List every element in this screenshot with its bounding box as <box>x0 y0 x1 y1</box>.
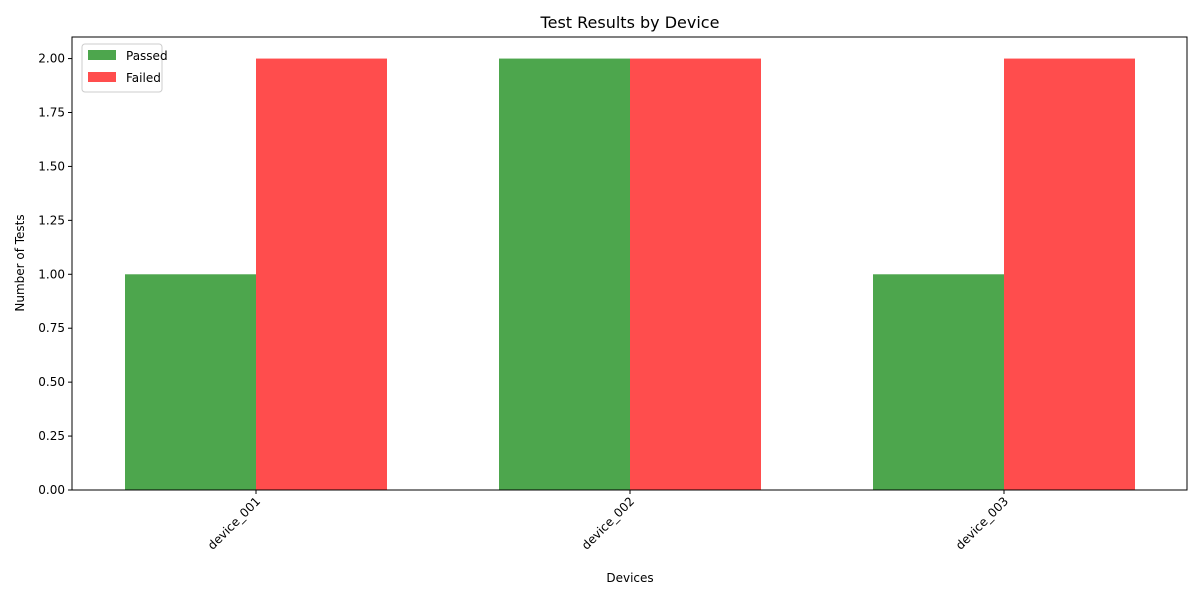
legend-swatch-passed <box>88 50 116 60</box>
x-tick-label: device_002 <box>579 494 637 552</box>
y-tick-label: 1.25 <box>38 213 65 227</box>
y-tick-label: 1.75 <box>38 106 65 120</box>
y-tick-label: 0.25 <box>38 429 65 443</box>
plot-frame <box>71 36 1188 491</box>
bar-failed-device_003 <box>1004 58 1135 490</box>
y-axis-label: Number of Tests <box>13 214 27 311</box>
x-tick-label: device_003 <box>953 494 1011 552</box>
bars-group <box>125 58 1135 490</box>
legend-swatch-failed <box>88 72 116 82</box>
y-tick-label: 0.75 <box>38 321 65 335</box>
bar-passed-device_001 <box>125 274 256 490</box>
y-tick-label: 1.50 <box>38 159 65 173</box>
chart-title: Test Results by Device <box>540 13 720 32</box>
x-tick-label: device_001 <box>205 494 263 552</box>
legend: Passed Failed <box>81 43 168 93</box>
y-tick-label: 1.00 <box>38 267 65 281</box>
y-tick-label: 2.00 <box>38 52 65 66</box>
bar-failed-device_002 <box>630 58 761 490</box>
bar-passed-device_002 <box>499 58 630 490</box>
bar-failed-device_001 <box>256 58 387 490</box>
x-axis: device_001 device_002 device_003 <box>205 490 1011 552</box>
legend-label-passed: Passed <box>126 49 168 63</box>
y-tick-label: 0.50 <box>38 375 65 389</box>
y-axis: 0.00 0.25 0.50 0.75 1.00 1.25 1.50 1.75 2.00 <box>38 52 72 497</box>
bar-passed-device_003 <box>873 274 1004 490</box>
y-tick-label: 0.00 <box>38 483 65 497</box>
x-axis-label: Devices <box>606 571 653 585</box>
legend-label-failed: Failed <box>126 71 161 85</box>
